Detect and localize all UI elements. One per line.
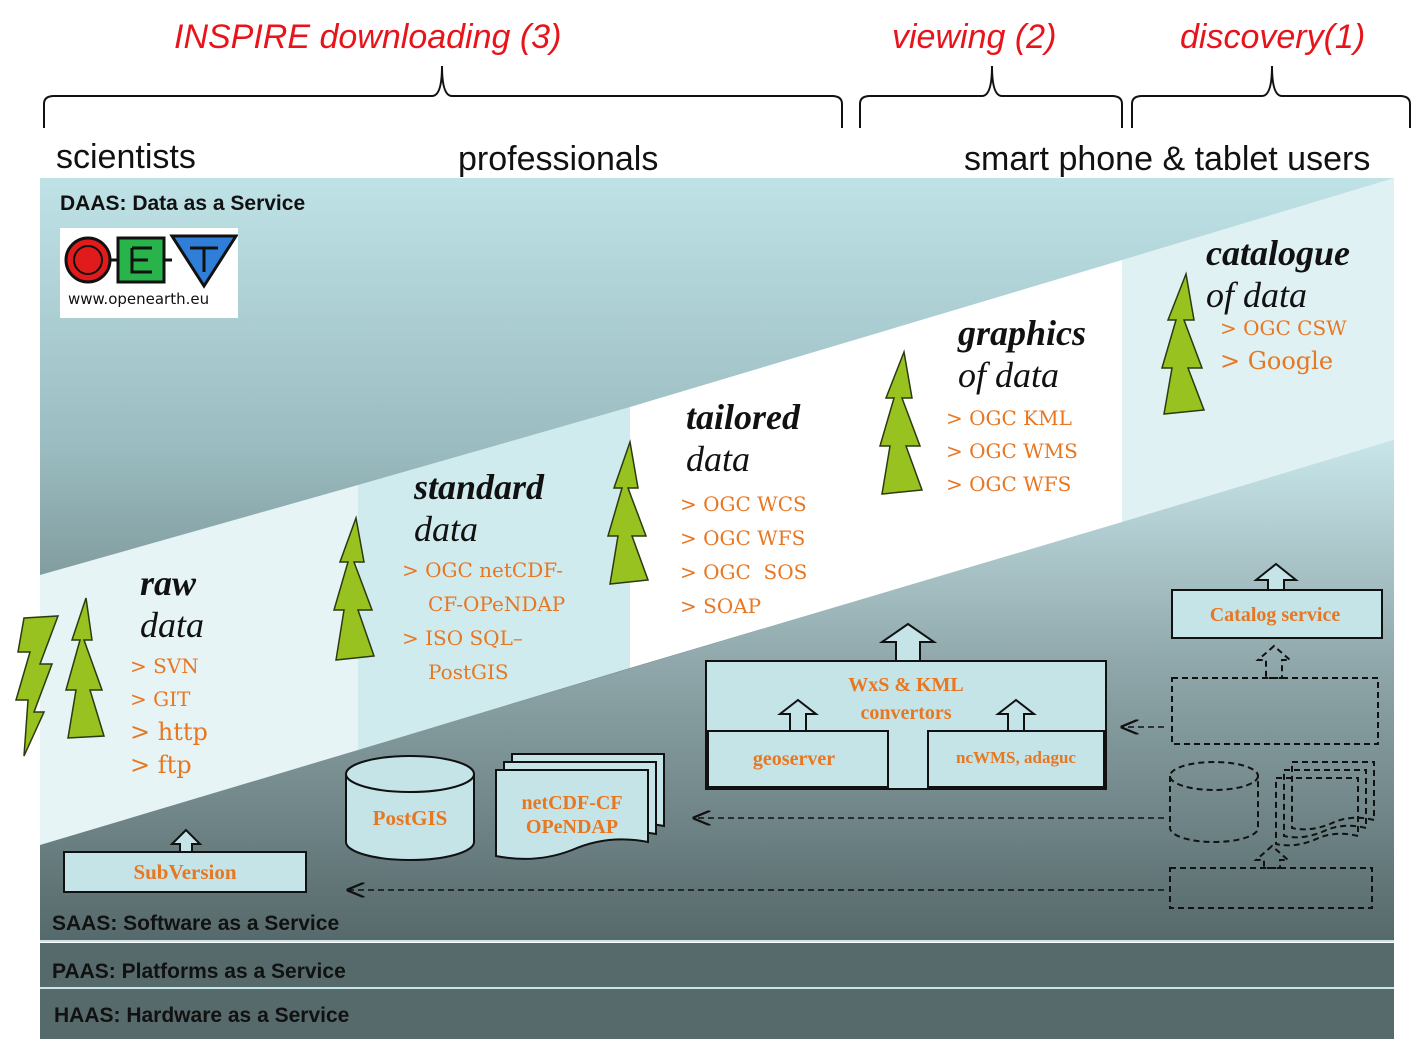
stage-tailored-title: tailored: [686, 397, 800, 437]
service-google: > Google: [1220, 347, 1334, 375]
service-soap: > SOAP: [680, 594, 762, 618]
stage-raw-title: raw: [140, 563, 197, 603]
layer-paas: PAAS: Platforms as a Service: [52, 960, 346, 983]
service-sql-1: > ISO SQL–: [402, 626, 523, 650]
subversion-box: [63, 851, 307, 893]
service-sql-2: PostGIS: [428, 660, 509, 684]
catalog-box: [1171, 589, 1383, 639]
lightning-icon: [607, 439, 650, 585]
dashed-box: [1171, 677, 1379, 745]
paas-band: [40, 943, 1394, 988]
service-ftp: > ftp: [130, 751, 192, 779]
band-catalogue: [1122, 178, 1394, 522]
wxs-label-2: convertors: [860, 702, 952, 724]
ncwms-up-arrow: [995, 698, 1037, 732]
dashed-documents: [1275, 761, 1375, 847]
band-raw: [40, 485, 358, 845]
lightning-bolts: [15, 271, 1206, 757]
openearth-logo-graphic: [64, 234, 239, 289]
haas-band: [40, 989, 1394, 1039]
service-wcs: > OGC WCS: [680, 492, 807, 516]
title-discovery: discovery(1): [1180, 18, 1366, 56]
postgis-cylinder: [345, 755, 475, 861]
layer-saas: SAAS: Software as a Service: [52, 912, 340, 935]
service-http: > http: [130, 718, 208, 746]
brace-discovery: [1131, 65, 1411, 128]
stage-catalogue-subtitle: of data: [1206, 275, 1308, 315]
dashed-cylinder: [1169, 761, 1259, 843]
service-csw: > OGC CSW: [1220, 316, 1347, 340]
title-downloading: INSPIRE downloading (3): [174, 18, 562, 56]
layer-haas: HAAS: Hardware as a Service: [54, 1004, 350, 1027]
service-git: > GIT: [130, 687, 191, 711]
lightning-icon: [65, 597, 105, 739]
netcdf-documents: [495, 753, 665, 860]
paas-separator: [40, 987, 1394, 989]
stage-standard-title: standard: [414, 467, 545, 507]
stage-raw-subtitle: data: [140, 605, 205, 645]
openearth-logo: www.openearth.eu: [60, 228, 239, 318]
audience-professionals: professionals: [458, 140, 659, 178]
catalog-label: Catalog service: [1209, 604, 1341, 626]
logo-url: www.openearth.eu: [68, 290, 210, 308]
service-sos: > OGC SOS: [680, 560, 808, 584]
service-svn: > SVN: [130, 654, 199, 678]
service-wfs-graphics: > OGC WFS: [946, 472, 1072, 496]
service-netcdf-2: CF-OPeNDAP: [428, 592, 566, 616]
band-standard: [358, 407, 630, 750]
stage-tailored-subtitle: data: [686, 439, 751, 479]
stage-graphics-subtitle: of data: [958, 355, 1060, 395]
lightning-icon: [879, 349, 924, 495]
service-kml: > OGC KML: [946, 406, 1072, 430]
layer-daas: DAAS: Data as a Service: [60, 192, 306, 215]
dashed-box: [1169, 867, 1373, 909]
ncwms-box: [927, 730, 1105, 788]
netcdf-label-1: netCDF-CF: [521, 792, 623, 814]
service-netcdf-1: > OGC netCDF-: [402, 558, 563, 582]
dashed-arrows: [348, 727, 1164, 890]
stage-graphics-title: graphics: [958, 313, 1087, 353]
stage-standard-subtitle: data: [414, 509, 479, 549]
geoserver-label: geoserver: [752, 748, 836, 770]
netcdf-label-2: OPeNDAP: [525, 816, 619, 838]
brace-viewing: [859, 65, 1123, 128]
wxs-label-1: WxS & KML: [848, 674, 964, 696]
geoserver-box: [707, 730, 889, 788]
audience-scientists: scientists: [56, 138, 196, 176]
title-viewing: viewing (2): [892, 18, 1057, 56]
geoserver-up-arrow: [777, 698, 819, 732]
stage-catalogue-title: catalogue: [1206, 233, 1350, 273]
saas-separator: [40, 940, 1394, 942]
postgis-label: PostGIS: [372, 806, 448, 830]
lightning-icon: [333, 515, 376, 661]
ncwms-label: ncWMS, adaguc: [956, 748, 1076, 767]
audience-mobile: smart phone & tablet users: [964, 140, 1371, 178]
band-tailored: [630, 260, 1122, 668]
lightning-icon: [1161, 271, 1206, 415]
service-wms: > OGC WMS: [946, 439, 1078, 463]
future-components: [1169, 644, 1379, 909]
subversion-label: SubVersion: [133, 860, 237, 884]
service-wfs: > OGC WFS: [680, 526, 806, 550]
lightning-icon: [15, 615, 60, 757]
brace-downloading: [43, 65, 843, 128]
